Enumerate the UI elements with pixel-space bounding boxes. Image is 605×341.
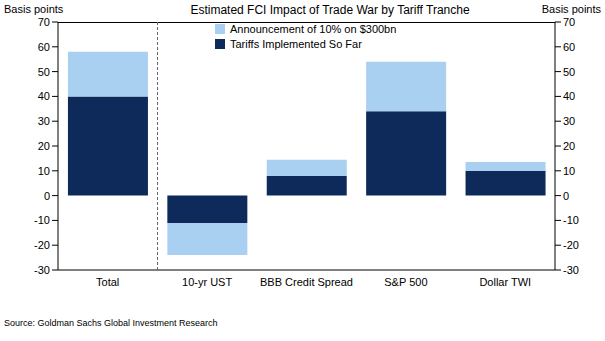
svg-text:10: 10 (38, 165, 50, 177)
svg-text:-10: -10 (563, 214, 579, 226)
html-text:Estimated FCI Impact of Trade: Estimated FCI Impact of Trade War by Tar… (190, 3, 470, 17)
svg-text:BBB Credit Spread: BBB Credit Spread (260, 276, 353, 288)
svg-text:60: 60 (563, 41, 575, 53)
svg-text:20: 20 (38, 140, 50, 152)
svg-text:70: 70 (563, 16, 575, 28)
html-text:Basis points: Basis points (541, 3, 601, 15)
svg-text:-30: -30 (563, 264, 579, 276)
svg-text:0: 0 (44, 190, 50, 202)
svg-text:-10: -10 (34, 214, 50, 226)
svg-text:40: 40 (563, 90, 575, 102)
svg-text:-20: -20 (563, 239, 579, 251)
html-text:Basis points: Basis points (4, 3, 64, 15)
svg-text:40: 40 (38, 90, 50, 102)
svg-text:-20: -20 (34, 239, 50, 251)
svg-text:60: 60 (38, 41, 50, 53)
svg-text:30: 30 (563, 115, 575, 127)
html-text:Tariffs Implemented So Far: Tariffs Implemented So Far (230, 37, 362, 50)
html-text:Source: Goldman Sachs Global I: Source: Goldman Sachs Global Investment … (4, 318, 218, 328)
svg-text:0: 0 (563, 190, 569, 202)
svg-text:Total: Total (96, 276, 119, 288)
svg-text:Dollar TWI: Dollar TWI (479, 276, 531, 288)
svg-text:S&P 500: S&P 500 (384, 276, 427, 288)
svg-text:30: 30 (38, 115, 50, 127)
svg-text:10: 10 (563, 165, 575, 177)
svg-text:70: 70 (38, 16, 50, 28)
svg-text:10-yr UST: 10-yr UST (182, 276, 232, 288)
svg-text:20: 20 (563, 140, 575, 152)
svg-text:50: 50 (563, 66, 575, 78)
html-text:Announcement of 10% on $300bn: Announcement of 10% on $300bn (230, 22, 397, 35)
svg-text:50: 50 (38, 66, 50, 78)
svg-text:-30: -30 (34, 264, 50, 276)
